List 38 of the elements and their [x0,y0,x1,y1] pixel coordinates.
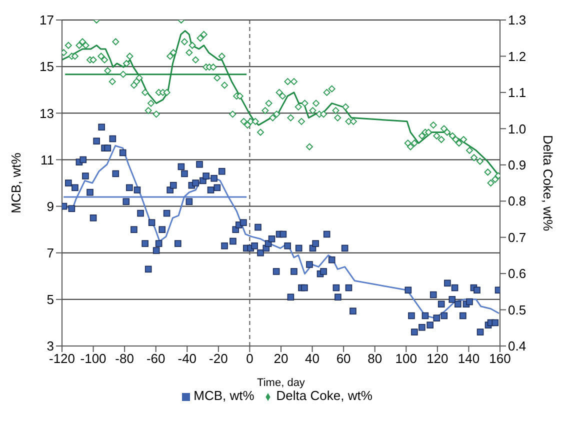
y-axis-title: MCB, wt% [8,152,24,214]
x-tick-label: 160 [489,351,511,366]
x-tick-label: -20 [209,351,228,366]
x-tick-label: -80 [115,351,134,366]
x-tick-label: -40 [178,351,197,366]
y-tick-label: 15 [40,59,54,74]
x-tick-label: 140 [458,351,480,366]
y-tick-label: 11 [40,152,54,168]
y2-tick-label: 0.9 [508,158,526,173]
y-tick-label: 9 [46,198,54,214]
x-tick-label: 100 [395,351,417,366]
x-axis-title: Time, day [257,377,306,389]
legend-label: MCB, wt% [194,388,254,403]
x-tick-label: 20 [274,351,288,366]
legend-label: Delta Coke, wt% [276,388,372,403]
y-tick-label: 5 [46,292,54,308]
x-tick-label: -120 [48,351,76,366]
x-tick-label: 0 [246,351,254,366]
y2-tick-label: 0.8 [508,194,526,209]
x-tick-label: -100 [80,351,106,366]
x-tick-label: 80 [368,351,382,366]
y-tick-label: 13 [40,106,54,121]
x-tick-label: 120 [426,351,448,366]
y2-tick-label: 1.1 [508,85,526,100]
x-tick-label: 60 [336,351,351,366]
x-tick-label: 40 [305,351,320,366]
y-tick-label: 3 [46,338,54,354]
x-tick-label: -60 [146,351,166,366]
y-tick-label: 7 [46,245,54,260]
y2-tick-label: 0.6 [508,266,526,282]
y2-tick-label: 1.3 [508,12,526,28]
y2-axis-title: Delta Coke, wt% [540,134,556,232]
y-tick-label: 17 [40,12,54,28]
y2-tick-label: 0.5 [508,302,526,318]
y2-tick-label: 0.7 [508,230,526,245]
y2-tick-label: 1.0 [508,121,526,136]
y2-tick-label: 1.2 [508,48,526,64]
y2-tick-label: 0.4 [508,338,526,354]
